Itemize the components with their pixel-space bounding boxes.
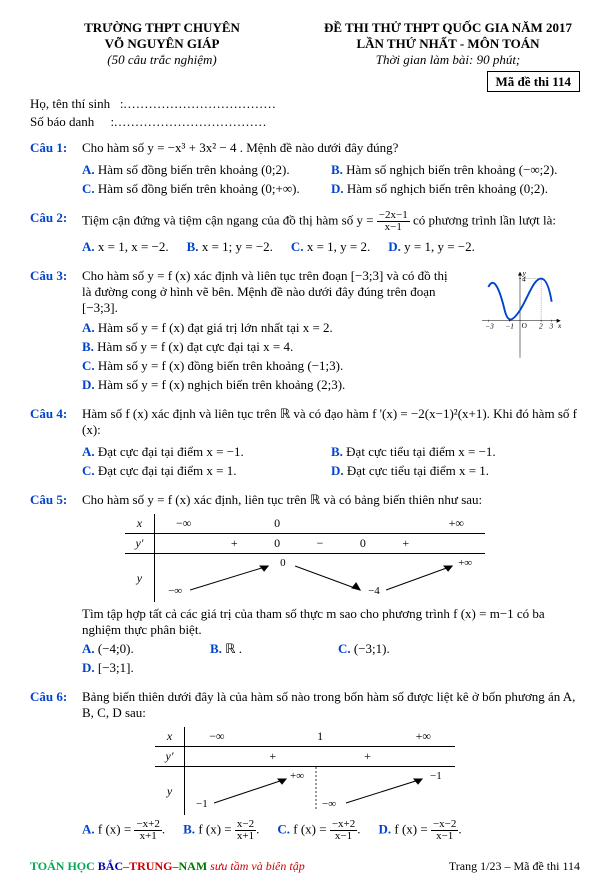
- school-line-1: TRƯỜNG THPT CHUYÊN: [30, 20, 294, 36]
- q2-opt-a: A. x = 1, x = −2.: [82, 239, 169, 255]
- school-line-2: VÕ NGUYÊN GIÁP: [30, 36, 294, 52]
- candidate-name-line: Họ, tên thí sinh :......................…: [30, 96, 580, 112]
- q1-text: Cho hàm số y = −x³ + 3x² − 4 . Mệnh đề n…: [82, 140, 580, 156]
- q4-number: Câu 4:: [30, 406, 82, 438]
- svg-text:−1: −1: [196, 798, 208, 810]
- q4-opt-d: D. Đạt cực tiểu tại điểm x = 1.: [331, 463, 562, 479]
- svg-text:−∞: −∞: [168, 585, 182, 597]
- svg-text:x: x: [557, 321, 562, 330]
- q5-text2: Tìm tập hợp tất cả các giá trị của tham …: [82, 606, 580, 638]
- question-5: Câu 5: Cho hàm số y = f (x) xác định, li…: [30, 492, 580, 508]
- q5-opt-b: B. ℝ .: [210, 641, 320, 657]
- page-header: TRƯỜNG THPT CHUYÊN VÕ NGUYÊN GIÁP (50 câ…: [30, 20, 580, 68]
- page-footer: TOÁN HỌC BẮC–TRUNG–NAM sưu tầm và biên t…: [30, 859, 580, 874]
- svg-text:2: 2: [539, 322, 543, 331]
- q5-opt-a: A. (−4;0).: [82, 641, 192, 657]
- q3-body: x y −3 −1 O 2 3 4 Cho hàm số y = f (x) x…: [82, 268, 580, 396]
- q2-options: A. x = 1, x = −2. B. x = 1; y = −2. C. x…: [82, 239, 580, 258]
- q3-graph: x y −3 −1 O 2 3 4: [460, 268, 580, 363]
- q6-opt-a: A. f (x) = −x+2x+1.: [82, 819, 165, 842]
- svg-text:−∞: −∞: [322, 798, 336, 810]
- q1-opt-c: C. Hàm số đồng biến trên khoảng (0;+∞).: [82, 181, 313, 197]
- question-2: Câu 2: Tiệm cận đứng và tiệm cận ngang c…: [30, 210, 580, 233]
- question-3: Câu 3: x y −3 −1 O 2 3 4: [30, 268, 580, 396]
- q5-opt-d: D. [−3;1].: [82, 660, 192, 676]
- exam-time: Thời gian làm bài: 90 phút;: [316, 52, 580, 68]
- id-label: Số báo danh: [30, 114, 94, 129]
- name-label: Họ, tên thí sinh: [30, 96, 110, 111]
- q5-options: A. (−4;0). B. ℝ . C. (−3;1). D. [−3;1].: [82, 641, 580, 679]
- question-4: Câu 4: Hàm số f (x) xác định và liên tục…: [30, 406, 580, 438]
- exam-code: Mã đề thi 114: [487, 71, 580, 92]
- q4-opt-a: A. Đạt cực đại tại điểm x = −1.: [82, 444, 313, 460]
- q4-options: A. Đạt cực đại tại điểm x = −1. B. Đạt c…: [82, 444, 580, 482]
- q5-number: Câu 5:: [30, 492, 82, 508]
- svg-text:−1: −1: [505, 322, 514, 331]
- q2-number: Câu 2:: [30, 210, 82, 233]
- q1-opt-a: A. Hàm số đồng biến trên khoảng (0;2).: [82, 162, 313, 178]
- q5-opt-c: C. (−3;1).: [338, 641, 448, 657]
- svg-text:O: O: [522, 321, 528, 330]
- candidate-id-line: Số báo danh :...........................…: [30, 114, 580, 130]
- q1-opt-b: B. Hàm số nghịch biến trên khoảng (−∞;2)…: [331, 162, 562, 178]
- q4-opt-b: B. Đạt cực tiểu tại điểm x = −1.: [331, 444, 562, 460]
- dots: ....................................: [124, 96, 277, 111]
- q3-number: Câu 3:: [30, 268, 82, 396]
- footer-brand: TOÁN HỌC BẮC–TRUNG–NAM sưu tầm và biên t…: [30, 859, 305, 874]
- q5-variation-table: x −∞ 0 +∞ y' + 0− 0+ y −∞ 0 −4 +∞: [125, 514, 485, 602]
- exam-code-box: Mã đề thi 114: [30, 74, 580, 90]
- question-6: Câu 6: Bảng biến thiên dưới đây là của h…: [30, 689, 580, 721]
- q5-arrows: −∞ 0 −4 +∞: [155, 554, 485, 598]
- q2-opt-d: D. y = 1, y = −2.: [388, 239, 475, 255]
- q2-fraction: −2x−1x−1: [377, 210, 410, 233]
- svg-text:−1: −1: [430, 770, 442, 782]
- svg-text:+∞: +∞: [290, 770, 304, 782]
- school-block: TRƯỜNG THPT CHUYÊN VÕ NGUYÊN GIÁP (50 câ…: [30, 20, 294, 68]
- footer-page: Trang 1/23 – Mã đề thi 114: [449, 859, 580, 874]
- question-count: (50 câu trắc nghiệm): [30, 52, 294, 68]
- svg-text:0: 0: [280, 557, 286, 569]
- dots: ....................................: [114, 114, 267, 129]
- q6-opt-b: B. f (x) = x−2x+1.: [183, 819, 259, 842]
- q6-opt-d: D. f (x) = −x−2x−1.: [379, 819, 462, 842]
- svg-text:+∞: +∞: [458, 557, 472, 569]
- q2-text: Tiệm cận đứng và tiệm cận ngang của đồ t…: [82, 210, 580, 233]
- q6-opt-c: C. f (x) = −x+2x−1.: [277, 819, 360, 842]
- q1-options: A. Hàm số đồng biến trên khoảng (0;2). B…: [82, 162, 580, 200]
- svg-text:3: 3: [549, 322, 554, 331]
- svg-text:−4: −4: [368, 585, 380, 597]
- q6-text: Bảng biến thiên dưới đây là của hàm số n…: [82, 689, 580, 721]
- svg-text:−3: −3: [485, 322, 494, 331]
- q4-opt-c: C. Đạt cực đại tại điểm x = 1.: [82, 463, 313, 479]
- q3-text: Cho hàm số y = f (x) xác định và liên tụ…: [82, 268, 448, 315]
- q6-arrows: −1 +∞ −∞ −1: [185, 767, 455, 811]
- q6-options: A. f (x) = −x+2x+1. B. f (x) = x−2x+1. C…: [82, 819, 580, 845]
- exam-title-1: ĐỀ THI THỬ THPT QUỐC GIA NĂM 2017: [316, 20, 580, 36]
- exam-block: ĐỀ THI THỬ THPT QUỐC GIA NĂM 2017 LẦN TH…: [316, 20, 580, 68]
- svg-text:4: 4: [522, 275, 526, 284]
- q2-opt-b: B. x = 1; y = −2.: [187, 239, 273, 255]
- q1-opt-d: D. Hàm số nghịch biến trên khoảng (0;2).: [331, 181, 562, 197]
- q4-text: Hàm số f (x) xác định và liên tục trên ℝ…: [82, 406, 580, 438]
- q1-number: Câu 1:: [30, 140, 82, 156]
- q5-text: Cho hàm số y = f (x) xác định, liên tục …: [82, 492, 580, 508]
- q6-number: Câu 6:: [30, 689, 82, 721]
- q2-opt-c: C. x = 1, y = 2.: [291, 239, 370, 255]
- question-1: Câu 1: Cho hàm số y = −x³ + 3x² − 4 . Mệ…: [30, 140, 580, 156]
- q6-variation-table: x −∞ 1 +∞ y' + + y −1 +∞ −∞ −1: [155, 727, 455, 815]
- exam-title-2: LẦN THỨ NHẤT - MÔN TOÁN: [316, 36, 580, 52]
- q3-opt-d: D. Hàm số y = f (x) nghịch biến trên kho…: [82, 377, 562, 393]
